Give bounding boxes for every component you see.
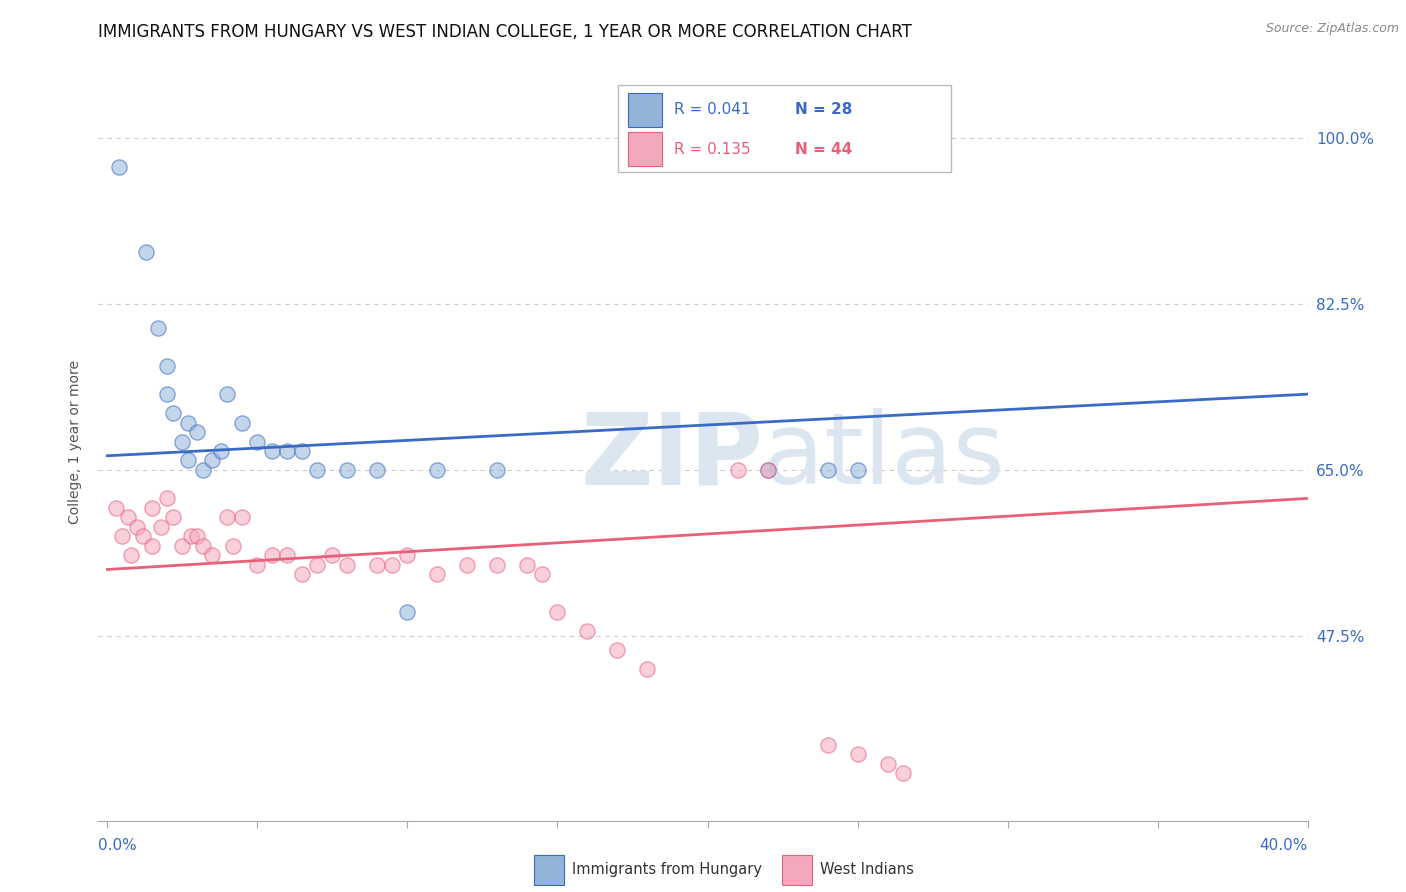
Point xyxy=(180,529,202,543)
Text: 40.0%: 40.0% xyxy=(1260,838,1308,853)
Point xyxy=(172,434,194,449)
Point xyxy=(396,605,419,619)
Point xyxy=(120,548,142,563)
Point xyxy=(336,558,359,572)
Text: R = 0.135: R = 0.135 xyxy=(673,142,751,157)
Point xyxy=(105,500,128,515)
Point xyxy=(231,510,253,524)
Point xyxy=(396,548,419,563)
Point xyxy=(141,500,163,515)
Point xyxy=(576,624,599,639)
Text: IMMIGRANTS FROM HUNGARY VS WEST INDIAN COLLEGE, 1 YEAR OR MORE CORRELATION CHART: IMMIGRANTS FROM HUNGARY VS WEST INDIAN C… xyxy=(98,23,912,41)
Point xyxy=(135,245,157,260)
Point xyxy=(162,406,184,420)
Point xyxy=(846,747,869,762)
Point xyxy=(366,558,388,572)
Text: ZIP: ZIP xyxy=(581,409,763,505)
Point xyxy=(127,520,149,534)
Point xyxy=(637,662,659,676)
FancyBboxPatch shape xyxy=(628,132,662,166)
Point xyxy=(193,463,215,477)
Point xyxy=(222,539,245,553)
FancyBboxPatch shape xyxy=(782,855,811,885)
Point xyxy=(246,434,269,449)
Point xyxy=(291,444,314,458)
Point xyxy=(201,453,224,467)
FancyBboxPatch shape xyxy=(628,93,662,127)
Text: Source: ZipAtlas.com: Source: ZipAtlas.com xyxy=(1265,22,1399,36)
Text: N = 28: N = 28 xyxy=(794,103,852,118)
Point xyxy=(186,425,208,439)
Point xyxy=(547,605,569,619)
Point xyxy=(231,416,253,430)
Point xyxy=(727,463,749,477)
Point xyxy=(186,529,208,543)
Point xyxy=(336,463,359,477)
Point xyxy=(156,359,179,373)
Point xyxy=(307,463,329,477)
Point xyxy=(148,321,170,335)
Point xyxy=(876,756,898,771)
Point xyxy=(606,643,628,657)
Point xyxy=(201,548,224,563)
Point xyxy=(217,387,239,401)
Point xyxy=(262,548,284,563)
Point xyxy=(172,539,194,553)
Point xyxy=(108,160,131,174)
Text: R = 0.041: R = 0.041 xyxy=(673,103,751,118)
Text: Immigrants from Hungary: Immigrants from Hungary xyxy=(572,863,762,878)
Point xyxy=(246,558,269,572)
Point xyxy=(486,463,509,477)
Text: 0.0%: 0.0% xyxy=(98,838,138,853)
Point xyxy=(756,463,779,477)
Point xyxy=(817,738,839,752)
Point xyxy=(111,529,134,543)
Point xyxy=(817,463,839,477)
Point xyxy=(426,567,449,582)
Point xyxy=(177,416,200,430)
Point xyxy=(291,567,314,582)
Point xyxy=(162,510,184,524)
Point xyxy=(217,510,239,524)
Point xyxy=(150,520,173,534)
Point xyxy=(132,529,155,543)
Point xyxy=(531,567,554,582)
Point xyxy=(321,548,343,563)
Point xyxy=(516,558,538,572)
Point xyxy=(456,558,478,572)
Point xyxy=(307,558,329,572)
Point xyxy=(276,444,298,458)
Point xyxy=(426,463,449,477)
Point xyxy=(891,766,914,780)
Text: atlas: atlas xyxy=(763,409,1005,505)
Point xyxy=(276,548,298,563)
Point xyxy=(209,444,232,458)
Point xyxy=(756,463,779,477)
Point xyxy=(117,510,139,524)
Text: N = 44: N = 44 xyxy=(794,142,852,157)
Text: West Indians: West Indians xyxy=(820,863,914,878)
Point xyxy=(381,558,404,572)
FancyBboxPatch shape xyxy=(534,855,564,885)
Point xyxy=(846,463,869,477)
Point xyxy=(141,539,163,553)
Point xyxy=(177,453,200,467)
Point xyxy=(366,463,388,477)
Point xyxy=(156,387,179,401)
Point xyxy=(156,491,179,506)
Y-axis label: College, 1 year or more: College, 1 year or more xyxy=(69,359,83,524)
Point xyxy=(486,558,509,572)
FancyBboxPatch shape xyxy=(619,85,950,172)
Point xyxy=(262,444,284,458)
Point xyxy=(193,539,215,553)
